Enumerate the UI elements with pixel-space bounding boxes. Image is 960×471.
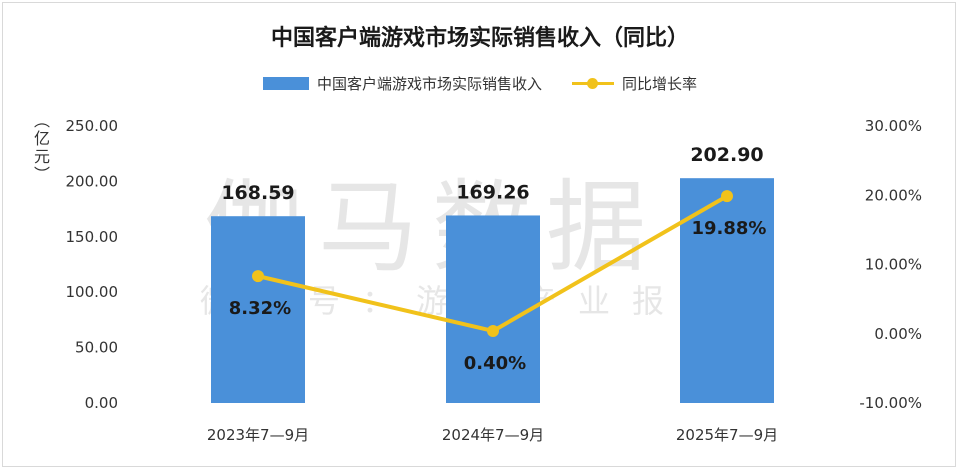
growth-point [252,270,264,283]
y2-tick-label: -10.00% [859,394,922,412]
y-tick-label: 250.00 [66,117,119,135]
x-axis: 2023年7—9月 2024年7—9月 2025年7—9月 [207,426,778,444]
bar [680,178,774,403]
legend-label-growth: 同比增长率 [622,75,698,93]
bar-value-label: 169.26 [456,181,529,203]
line-series: 8.32% 0.40% 19.88% [229,190,767,374]
legend-line-swatch [572,77,614,90]
y2-tick-label: 30.00% [865,117,922,135]
y-tick-label: 150.00 [66,228,119,246]
x-tick-label: 2023年7—9月 [207,426,309,444]
y-tick-label: 100.00 [66,283,119,301]
x-tick-label: 2025年7—9月 [676,426,778,444]
growth-point [721,190,733,203]
y2-tick-label: 0.00% [874,325,922,343]
legend-label-revenue: 中国客户端游戏市场实际销售收入 [316,75,542,93]
bar-value-label: 168.59 [221,182,294,204]
y-tick-label: 200.00 [66,172,119,190]
x-tick-label: 2024年7—9月 [442,426,544,444]
y-axis-left: 0.00 50.00 100.00 150.00 200.00 250.00 [66,117,119,412]
y2-tick-label: 10.00% [865,256,922,274]
chart-title: 中国客户端游戏市场实际销售收入（同比） [270,26,689,51]
growth-point-label: 19.88% [692,218,767,239]
growth-point-label: 8.32% [229,298,291,319]
growth-point-label: 0.40% [464,353,526,374]
bar [211,216,305,403]
growth-point [487,324,499,337]
legend-item-revenue: 中国客户端游戏市场实际销售收入 [262,73,542,94]
y2-tick-label: 20.00% [865,186,922,204]
y-tick-label: 0.00 [85,394,118,412]
legend-bar-swatch [262,77,309,90]
y-axis-right: -10.00% 0.00% 10.00% 20.00% 30.00% [859,117,922,412]
y-axis-unit: （亿元） [31,112,50,184]
bar [446,215,540,403]
bar-series: 168.59 169.26 202.90 [211,144,774,403]
bar-value-label: 202.90 [690,144,763,166]
legend-item-growth: 同比增长率 [572,73,697,94]
chart-legend: 中国客户端游戏市场实际销售收入 同比增长率 [0,73,960,94]
y-tick-label: 50.00 [75,339,118,357]
